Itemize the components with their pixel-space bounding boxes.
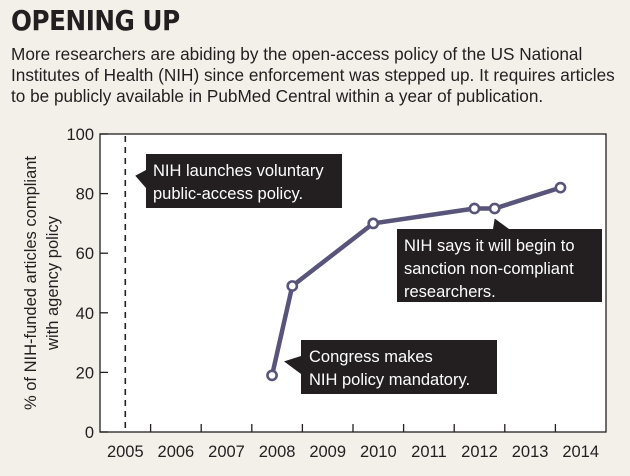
annotation-pointer — [284, 356, 301, 374]
annotation-pointer — [493, 218, 509, 229]
annotation: NIH launches voluntary public-access poli… — [135, 154, 342, 208]
x-tick-label: 2010 — [360, 443, 397, 461]
series — [266, 181, 567, 382]
x-tick-label: 2009 — [309, 443, 346, 461]
annotation-box — [146, 154, 342, 208]
x-tick-label: 2006 — [158, 443, 195, 461]
annotation: Congress makes NIH policy mandatory. — [284, 340, 497, 394]
y-axis-title-line: % of NIH-funded articles compliant — [22, 156, 40, 410]
x-tick-label: 2013 — [512, 443, 549, 461]
y-tick-label: 40 — [76, 305, 94, 323]
annotations: NIH launches voluntary public-access poli… — [135, 154, 602, 394]
x-tick-label: 2012 — [461, 443, 498, 461]
annotation-text: Congress makes — [309, 348, 433, 366]
annotation-pointer — [135, 170, 146, 188]
y-tick-label: 60 — [76, 245, 94, 263]
annotation-text: public-access policy. — [153, 185, 303, 203]
y-tick-label: 100 — [66, 126, 94, 144]
annotation-text: NIH policy mandatory. — [309, 371, 470, 389]
data-point — [468, 202, 481, 215]
annotation-text: researchers. — [404, 283, 496, 301]
chart-subtitle: More researchers are abiding by the open… — [11, 44, 615, 106]
annotation-box — [301, 340, 497, 394]
annotation: NIH says it will begin to sanction non-co… — [397, 218, 602, 302]
y-tick-label: 80 — [76, 186, 94, 204]
data-point — [554, 181, 567, 194]
series-line — [269, 185, 563, 378]
data-point — [488, 202, 501, 215]
y-axis-title: % of NIH-funded articles compliant with a… — [22, 156, 62, 410]
data-point — [367, 217, 380, 230]
data-point — [266, 369, 278, 382]
y-axis-title-line: with agency policy — [44, 215, 62, 351]
y-tick-label: 0 — [85, 424, 94, 442]
x-tick-label: 2005 — [107, 443, 144, 461]
x-tick-label: 2007 — [208, 443, 245, 461]
x-tick-label: 2014 — [562, 443, 599, 461]
x-tick-label: 2008 — [259, 443, 296, 461]
y-tick-label: 20 — [76, 364, 94, 382]
annotation-box — [397, 229, 602, 302]
annotation-text: NIH launches voluntary — [153, 162, 324, 180]
annotation-text: NIH says it will begin to — [404, 237, 575, 255]
annotation-text: sanction non-compliant — [404, 260, 574, 278]
x-tick-label: 2011 — [411, 443, 446, 461]
data-point — [286, 280, 299, 292]
chart-title: OPENING UP — [11, 4, 180, 37]
